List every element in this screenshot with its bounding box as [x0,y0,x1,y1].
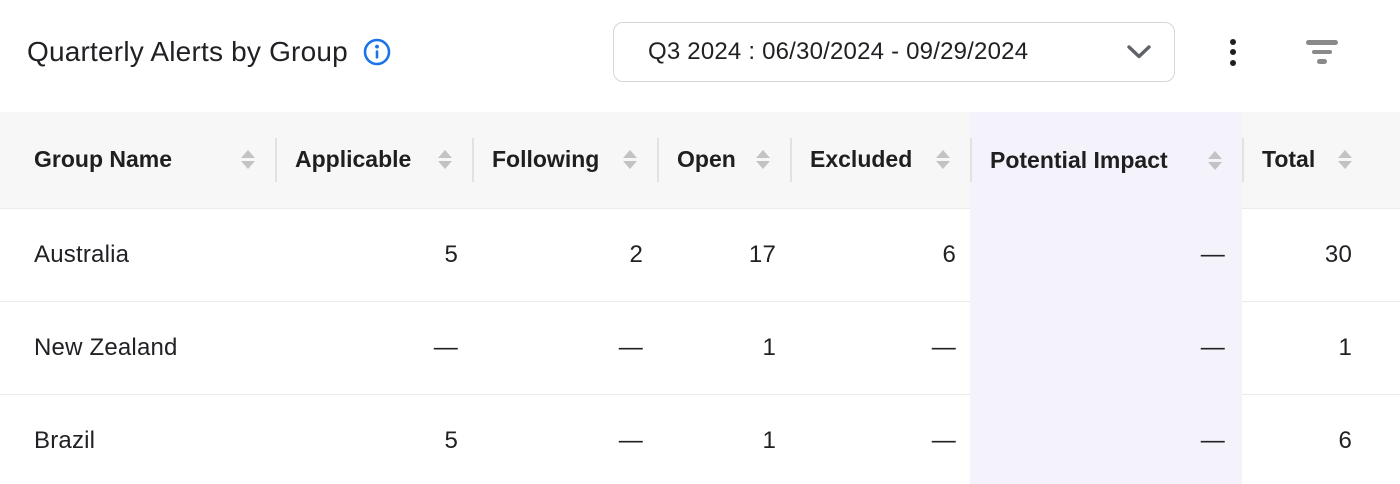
sort-icon[interactable] [623,150,637,170]
cell-open: 17 [657,208,790,302]
cell-open: 1 [657,301,790,395]
cell-open: 1 [657,394,790,484]
topbar: Quarterly Alerts by Group Q3 2024 : 06/3… [0,0,1400,112]
cell-following: — [472,394,657,484]
sort-icon[interactable] [1208,150,1222,170]
column-label: Applicable [295,146,412,173]
table-row: New Zealand — — 1 — — 1 [0,301,1400,395]
cell-group-name: New Zealand [0,301,275,395]
column-label: Open [677,146,736,173]
column-label: Total [1262,146,1316,173]
column-header-potential-impact[interactable]: Potential Impact [970,112,1242,208]
cell-group-name: Brazil [0,394,275,484]
column-label: Potential Impact [990,146,1168,173]
sort-icon[interactable] [438,150,452,170]
cell-potential-impact: — [970,394,1242,484]
column-header-group-name[interactable]: Group Name [0,112,275,209]
cell-applicable: 5 [275,208,472,302]
column-label: Following [492,146,600,173]
cell-excluded: 6 [790,208,970,302]
column-header-excluded[interactable]: Excluded [790,112,970,209]
table-row: Brazil 5 — 1 — — 6 [0,394,1400,484]
cell-following: — [472,301,657,395]
title-wrap: Quarterly Alerts by Group [27,0,392,104]
info-icon [362,37,392,67]
cell-applicable: — [275,301,472,395]
column-header-total[interactable]: Total [1242,112,1400,209]
chevron-down-icon [1126,44,1152,60]
cell-total: 1 [1242,301,1400,395]
table-row: Australia 5 2 17 6 — 30 [0,208,1400,302]
cell-excluded: — [790,301,970,395]
filter-button[interactable] [1302,32,1342,72]
page-title: Quarterly Alerts by Group [27,36,348,67]
period-dropdown[interactable]: Q3 2024 : 06/30/2024 - 09/29/2024 [613,22,1175,82]
column-header-open[interactable]: Open [657,112,790,209]
table-header-row: Group Name Applicable Following [0,112,1400,209]
more-options-button[interactable] [1213,32,1253,72]
sort-icon[interactable] [936,150,950,170]
column-header-applicable[interactable]: Applicable [275,112,472,209]
period-dropdown-value: Q3 2024 : 06/30/2024 - 09/29/2024 [648,38,1029,65]
column-header-following[interactable]: Following [472,112,657,209]
sort-icon[interactable] [1338,150,1352,170]
cell-following: 2 [472,208,657,302]
info-button[interactable] [362,37,392,67]
cell-group-name: Australia [0,208,275,302]
sort-icon[interactable] [756,150,770,170]
cell-applicable: 5 [275,394,472,484]
kebab-menu-icon [1230,38,1236,66]
cell-total: 30 [1242,208,1400,302]
filter-icon [1306,40,1338,64]
sort-icon[interactable] [241,150,255,170]
column-label: Excluded [810,146,913,173]
cell-excluded: — [790,394,970,484]
cell-potential-impact: — [970,208,1242,301]
alerts-table: Group Name Applicable Following [0,112,1400,484]
cell-potential-impact: — [970,301,1242,394]
column-label: Group Name [34,146,173,173]
cell-total: 6 [1242,394,1400,484]
